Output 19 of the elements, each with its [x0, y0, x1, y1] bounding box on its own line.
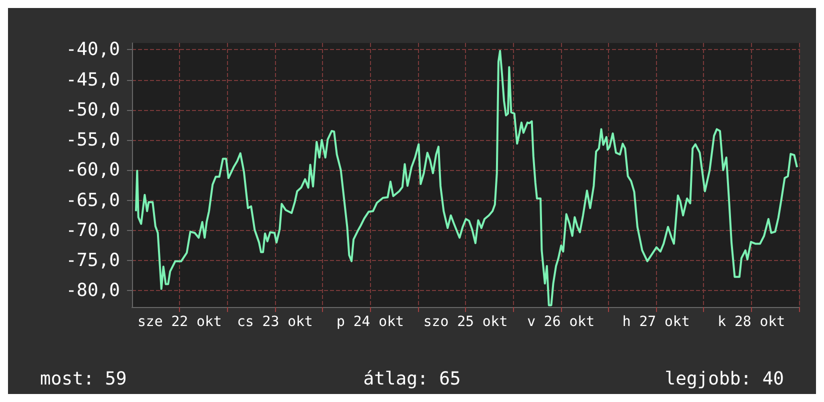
y-tick-label: -50,0 — [66, 99, 120, 120]
y-tick-label: -75,0 — [66, 250, 120, 272]
text: most: 59 — [40, 368, 127, 390]
text: átlag: 65 — [363, 368, 461, 390]
x-tick-label: p 24 okt — [336, 314, 404, 330]
x-tick-label: sze 22 okt — [137, 314, 222, 330]
x-tick-label: h 27 okt — [622, 314, 690, 330]
y-tick-label: -45,0 — [66, 69, 120, 90]
y-tick-label: -55,0 — [66, 130, 120, 151]
y-tick-label: -40,0 — [66, 39, 120, 60]
y-tick-label: -70,0 — [66, 220, 120, 241]
x-tick-label: v 26 okt — [527, 314, 595, 330]
x-tick-label: cs 23 okt — [237, 314, 313, 330]
y-tick-label: -80,0 — [66, 280, 120, 302]
x-tick-label: k 28 okt — [718, 314, 786, 330]
y-tick-label: -65,0 — [66, 190, 120, 211]
x-tick-label: szo 25 okt — [423, 314, 508, 330]
y-tick-label: -60,0 — [66, 160, 120, 181]
text: legjobb: 40 — [664, 368, 784, 390]
